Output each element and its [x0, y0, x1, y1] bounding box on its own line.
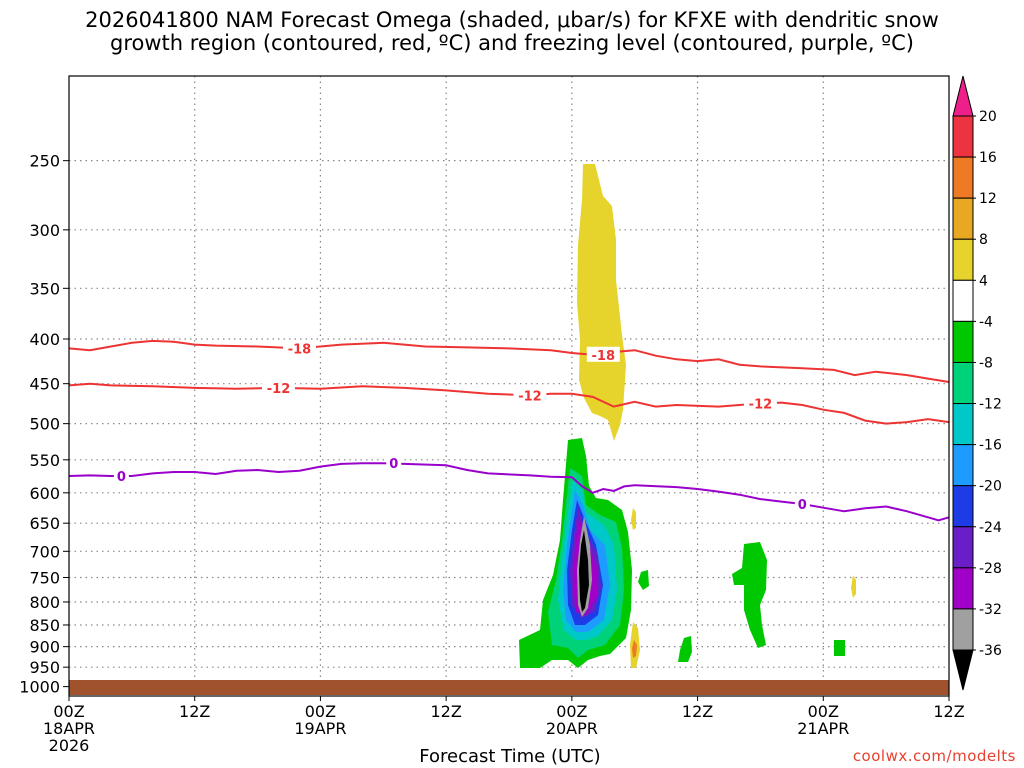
credit-link[interactable]: coolwx.com/modelts: [852, 747, 1016, 765]
y-tick-label: 950: [29, 658, 60, 677]
contour-label: -12: [518, 389, 542, 404]
omega-core-black: [579, 530, 589, 612]
x-tick-date: 18APR: [43, 719, 95, 738]
y-tick-label: 850: [29, 616, 60, 635]
colorbar-top-arrow: [952, 75, 974, 117]
y-tick-label: 250: [29, 152, 60, 171]
colorbar-label: -36: [979, 643, 1002, 659]
chart-title-line2: growth region (contoured, red, ºC) and f…: [110, 31, 914, 55]
y-tick-label: 350: [29, 279, 60, 298]
x-axis-label: Forecast Time (UTC): [419, 746, 601, 767]
colorbar-label: -4: [979, 314, 993, 330]
contour-label-bg: [794, 496, 810, 512]
omega-plume-positive: [577, 164, 626, 441]
contours: -18 -18 -12 -12 -12 0 0 0: [68, 339, 950, 522]
y-tick-label: 400: [29, 330, 60, 349]
x-tick-label: 12Z: [682, 702, 713, 721]
omega-patch-positive-low-core: [632, 640, 637, 658]
omega-shading: [519, 164, 856, 668]
colorbar-label: 8: [979, 232, 988, 248]
x-tick-label: 00Z: [556, 702, 587, 721]
contour-label-bg: [513, 387, 547, 403]
colorbar-label: -12: [979, 397, 1002, 413]
colorbar-label: -20: [979, 479, 1002, 495]
colorbar-box: [952, 444, 974, 487]
y-axis: 250 300 350 400 450 500 550 600 650 700 750 800 850 9…: [19, 152, 69, 697]
contour-label: -12: [267, 382, 291, 397]
x-tick-year: 2026: [49, 736, 90, 755]
colorbar-box: [952, 361, 974, 405]
colorbar-label: -24: [979, 520, 1002, 536]
y-tick-label: 600: [29, 484, 60, 503]
colorbar-box: [952, 567, 974, 610]
y-tick-label: 450: [29, 375, 60, 394]
colorbar-box: [952, 156, 974, 199]
contour-label: -12: [749, 397, 773, 412]
x-tick-date: 19APR: [294, 719, 346, 738]
contour-label: 0: [798, 498, 807, 513]
contour-label-bg: [262, 379, 296, 395]
y-tick-label: 500: [29, 415, 60, 434]
contour-label-bg: [586, 346, 620, 362]
x-tick-date: 20APR: [546, 719, 598, 738]
colorbar: 20 16 12 8 4 -4 -8 -12 -16 -20 -24 -28 -32 -36: [952, 75, 1002, 691]
contour-label: -18: [288, 342, 312, 357]
colorbar-label: 16: [979, 150, 997, 166]
colorbar-bottom-arrow: [952, 649, 974, 691]
ground-surface: [69, 680, 949, 695]
colorbar-label: -8: [979, 355, 993, 371]
colorbar-box: [952, 238, 974, 281]
y-tick-label: 750: [29, 568, 60, 587]
y-tick-label: 900: [29, 638, 60, 657]
contour-label-bg: [282, 340, 316, 356]
contour-line--12: [68, 382, 950, 425]
y-tick-label: 700: [29, 542, 60, 561]
contour-label: 0: [117, 470, 126, 485]
colorbar-box: [952, 608, 974, 651]
colorbar-label: 4: [979, 273, 988, 289]
x-tick-label: 00Z: [305, 702, 336, 721]
colorbar-label: -32: [979, 602, 1002, 618]
x-tick-date: 21APR: [797, 719, 849, 738]
plot-area: [69, 76, 949, 696]
y-tick-label: 650: [29, 514, 60, 533]
contour-label-bg: [113, 468, 129, 484]
x-tick-label: 12Z: [430, 702, 461, 721]
omega-patch-green-3: [678, 636, 692, 662]
contour-line-0: [68, 462, 950, 522]
omega-patch-green-1: [638, 570, 649, 590]
x-tick-label: 12Z: [179, 702, 210, 721]
colorbar-label: 12: [979, 191, 997, 207]
colorbar-box: [952, 403, 974, 446]
x-tick-label: 12Z: [933, 702, 964, 721]
y-tick-label: 1000: [19, 678, 60, 697]
colorbar-box: [952, 197, 974, 240]
omega-patch-green-2: [732, 542, 767, 648]
x-tick-label: 00Z: [808, 702, 839, 721]
colorbar-label: 20: [979, 109, 997, 125]
omega-patch-green-4: [834, 640, 845, 656]
contour-label: -18: [592, 349, 616, 364]
colorbar-box: [952, 526, 974, 569]
y-tick-label: 300: [29, 221, 60, 240]
colorbar-box: [952, 485, 974, 528]
contour-line--18: [68, 339, 950, 383]
contour-label-bg: [743, 395, 777, 411]
y-tick-label: 550: [29, 451, 60, 470]
chart-title-line1: 2026041800 NAM Forecast Omega (shaded, μ…: [85, 8, 939, 32]
colorbar-box: [952, 279, 974, 322]
contour-label: 0: [389, 457, 398, 472]
y-tick-label: 800: [29, 593, 60, 612]
colorbar-box: [952, 320, 974, 363]
colorbar-label: -28: [979, 561, 1002, 577]
colorbar-box: [952, 115, 974, 158]
x-tick-label: 00Z: [53, 702, 84, 721]
omega-patch-positive-right: [851, 575, 856, 598]
colorbar-label: -16: [979, 438, 1002, 454]
contour-label-bg: [386, 455, 402, 471]
omega-patch-positive-high: [631, 508, 636, 530]
